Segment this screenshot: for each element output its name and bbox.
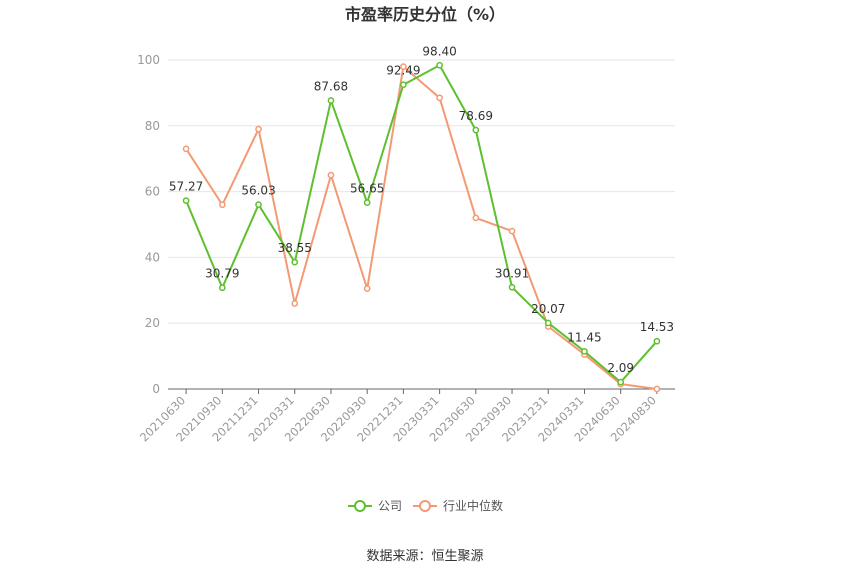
y-tick-label: 100 [137,53,160,67]
chart-title: 市盈率历史分位（%） [345,5,505,24]
series-point-1 [508,227,516,235]
series-point-0 [291,258,299,266]
series-point-1 [363,285,371,293]
data-label: 11.45 [567,330,601,344]
axes: 0204060801002021063020210930202112312022… [137,53,675,445]
series-point-0 [218,284,226,292]
data-label: 30.91 [495,266,529,280]
series-point-0 [400,81,407,89]
data-label: 38.55 [278,241,312,255]
legend: 公司 行业中位数 [348,498,503,513]
series-point-0 [182,197,190,204]
grid-lines [168,59,675,324]
series-point-0 [544,319,552,327]
data-label: 14.53 [640,320,674,334]
legend-marker [419,500,431,512]
series-point-1 [255,125,262,133]
data-label: 30.79 [205,267,239,281]
series-point-1 [291,300,299,307]
data-label: 98.40 [422,44,456,58]
series-point-0 [255,201,262,209]
series-point-1 [653,385,661,393]
y-tick-label: 60 [145,185,160,199]
legend-item-0: 公司 [348,499,402,513]
source-note: 数据来源：恒生聚源 [366,549,483,564]
series-point-0 [653,337,661,345]
data-label: 57.27 [169,180,203,194]
series-layer [182,61,661,393]
y-tick-label: 0 [152,382,160,396]
y-tick-label: 20 [145,316,160,330]
legend-label: 行业中位数 [443,498,503,513]
data-label: 56.65 [350,182,384,196]
series-point-0 [363,199,371,206]
series-point-1 [436,94,443,102]
series-point-1 [472,214,480,222]
data-label: 92.49 [386,64,420,78]
series-point-0 [508,283,516,291]
y-tick-label: 80 [145,119,160,133]
series-line-1 [185,65,658,390]
series-point-0 [327,97,335,104]
series-point-0 [472,126,480,134]
y-tick-label: 40 [145,250,160,264]
data-label: 56.03 [241,184,275,198]
series-point-0 [436,61,443,69]
legend-marker [354,500,366,512]
data-label: 87.68 [314,80,348,94]
data-labels: 57.27 30.79 56.03 38.55 87.68 56.65 92.4998.40… [169,44,674,375]
series-point-1 [218,201,226,209]
series-point-1 [400,63,407,70]
legend-item-1: 行业中位数 [413,498,503,513]
series-line-0 [185,64,658,384]
data-label: 20.07 [531,302,565,316]
legend-label: 公司 [378,499,402,513]
data-label: 2.09 [607,361,634,375]
series-point-1 [182,145,190,153]
series-point-0 [617,378,625,386]
series-point-1 [327,171,335,179]
data-label: 78.69 [459,109,493,123]
series-point-0 [581,347,588,355]
